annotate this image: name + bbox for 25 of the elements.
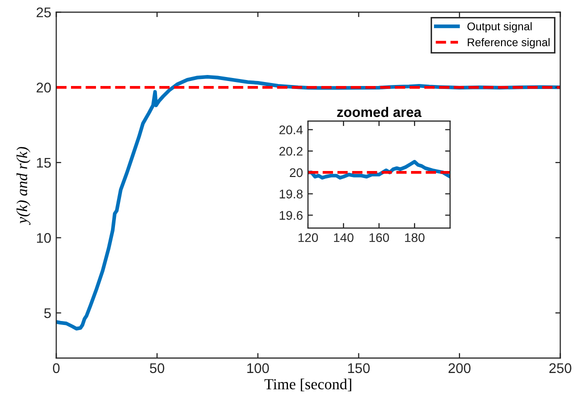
x-tick-label: 0 [52,363,60,374]
x-tick-label: 200 [448,363,471,374]
legend-label: Output signal [467,22,532,33]
y-tick-label: 5 [44,308,51,318]
y-tick-label: 20.4 [279,125,303,134]
x-tick-label: 250 [549,363,572,374]
y-tick-label: 19.8 [280,190,303,198]
y-tick-label: 25 [36,7,51,18]
legend-label: Reference signal [468,38,550,48]
chart-title: zoomed area [337,106,422,118]
y-tick-label: 20.2 [279,146,302,156]
x-tick-label: 160 [370,233,389,242]
x-tick-label: 180 [405,233,424,242]
x-tick-label: 150 [348,363,370,374]
x-tick-label: 100 [247,363,269,374]
y-tick-label: 15 [37,158,51,168]
y-axis-title: y(k) and r(k) [16,146,30,225]
x-tick-label: 140 [334,233,354,242]
y-tick-label: 10 [37,233,51,243]
x-tick-label: 120 [298,233,318,242]
y-tick-label: 19.6 [280,210,303,220]
x-axis-title: Time [second] [264,378,352,392]
x-tick-label: 50 [150,363,164,374]
y-tick-label: 20 [36,82,51,93]
y-tick-label: 20 [290,168,303,178]
